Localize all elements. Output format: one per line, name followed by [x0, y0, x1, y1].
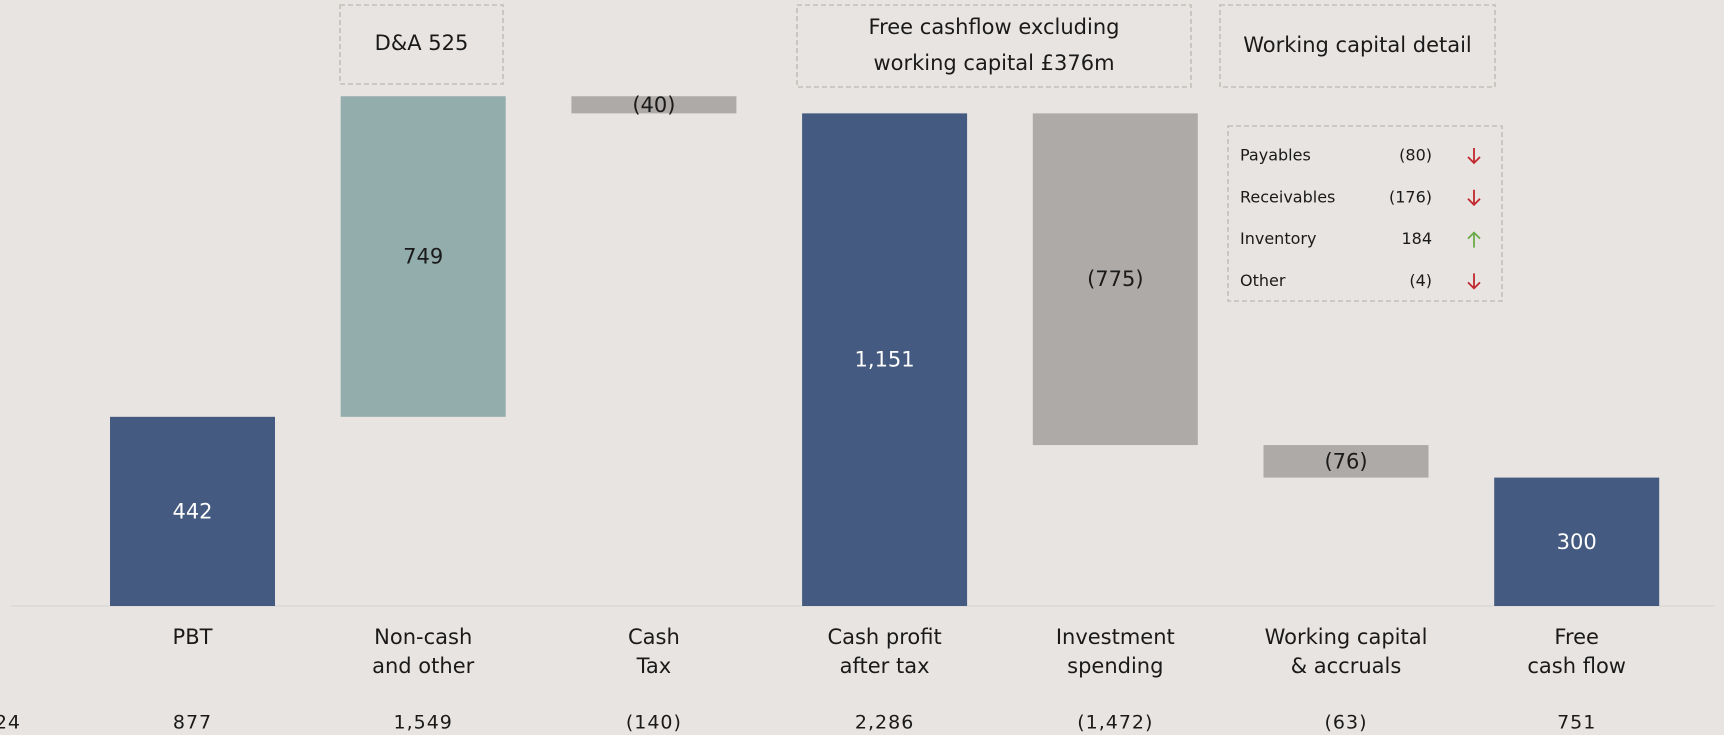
bar [110, 416, 275, 606]
detail-name: Receivables [1240, 187, 1335, 206]
prior-value: 751 [1557, 712, 1596, 734]
x-tick-label-line: PBT [173, 625, 213, 649]
prior-value: 1,549 [393, 712, 452, 734]
x-tick-label-line: spending [1067, 654, 1163, 678]
x-tick-label: Cash Tax [628, 625, 680, 678]
annotation-line: Free cashflow excluding [869, 15, 1120, 39]
annotation: Working capital detail [1243, 33, 1472, 57]
prior-value: 24 [0, 712, 21, 734]
x-tick-label-line: Tax [636, 654, 672, 678]
detail-name: Other [1240, 271, 1286, 290]
prior-value: (1,472) [1077, 712, 1153, 734]
annotation-box [796, 4, 1192, 88]
bar [1032, 113, 1198, 446]
detail-value: (176) [1389, 187, 1432, 206]
x-tick-label: Investment spending [1056, 625, 1175, 678]
x-tick-label-line: & accruals [1291, 654, 1402, 678]
bar [1494, 477, 1660, 606]
bar [571, 96, 737, 114]
bar [340, 96, 506, 417]
annotation: D&A 525 [375, 31, 469, 55]
value-label: (775) [1087, 267, 1143, 291]
detail-arrow [1467, 148, 1481, 165]
annotation-box [1219, 4, 1496, 88]
prior-value: (63) [1324, 712, 1367, 734]
x-tick-label-line: Cash profit [827, 625, 941, 649]
detail-value: (80) [1399, 146, 1432, 165]
x-tick-label-line: Cash [628, 625, 680, 649]
x-tick-label-line: Investment [1056, 625, 1175, 649]
detail-name: Payables [1240, 146, 1311, 165]
annotation: Free cashflow excluding working capital £… [869, 15, 1120, 75]
prior-value: 2,286 [855, 712, 914, 734]
bar [802, 113, 968, 606]
detail-arrow [1467, 189, 1481, 207]
bar [1263, 445, 1429, 478]
x-tick-label-line: Non-cash [374, 625, 472, 649]
value-label: (76) [1324, 449, 1367, 473]
value-label: 300 [1557, 530, 1597, 554]
value-label: 1,151 [855, 348, 915, 372]
prior-value: 877 [173, 712, 212, 734]
x-tick-label-line: Working capital [1265, 625, 1428, 649]
detail-value: 184 [1401, 229, 1432, 248]
x-tick-label: Free cash flow [1527, 625, 1626, 678]
annotation-box [339, 4, 504, 85]
detail-arrow [1467, 273, 1481, 290]
x-tick-label-line: after tax [840, 654, 930, 678]
value-label: (40) [632, 93, 675, 117]
value-label: 749 [403, 245, 443, 269]
x-tick-label-line: and other [372, 654, 474, 678]
x-tick-label: Working capital & accruals [1265, 625, 1428, 678]
x-tick-label: PBT [173, 625, 213, 649]
prior-value: (140) [626, 712, 682, 734]
x-tick-label: Cash profit after tax [827, 625, 941, 678]
x-tick-label: Non-cash and other [372, 625, 474, 678]
x-tick-label-line: Free [1554, 625, 1599, 649]
detail-name: Inventory [1240, 229, 1316, 248]
annotation-line: working capital £376m [873, 51, 1114, 75]
value-label: 442 [172, 499, 212, 523]
detail-arrow [1467, 231, 1481, 248]
detail-value: (4) [1409, 271, 1432, 290]
annotation-line: Working capital detail [1243, 33, 1472, 57]
x-tick-label-line: cash flow [1527, 654, 1626, 678]
annotation-line: D&A 525 [375, 31, 469, 55]
detail-box [1227, 125, 1503, 302]
